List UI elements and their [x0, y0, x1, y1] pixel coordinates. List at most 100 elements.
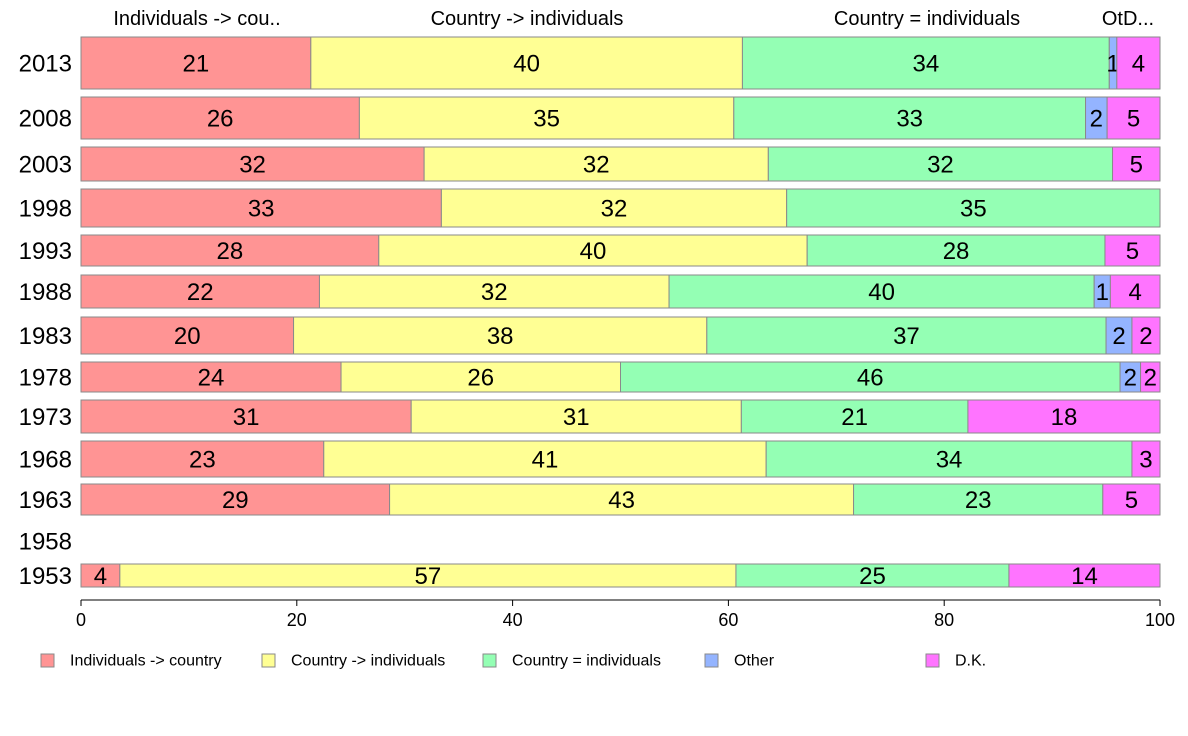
bar-segment: [323, 440, 767, 478]
data-label: 18: [1051, 404, 1078, 431]
legend-label: Other: [734, 653, 775, 670]
data-label: 23: [189, 447, 216, 474]
bar-segment: [80, 36, 312, 90]
bar-segment: [733, 96, 1087, 140]
data-label: 3: [1139, 447, 1152, 474]
bar-segment: [765, 440, 1133, 478]
data-label: 41: [532, 447, 559, 474]
legend-item: D.K.: [925, 653, 986, 670]
data-label: 4: [94, 563, 107, 590]
bar-segment: [620, 361, 1121, 393]
legend-swatch: [40, 653, 55, 668]
data-label: 26: [207, 106, 234, 133]
year-label: 1963: [19, 487, 72, 514]
data-label: 23: [965, 487, 992, 514]
legend-label: Individuals -> country: [70, 653, 222, 670]
data-label: 34: [913, 51, 940, 78]
x-tick-label: 40: [503, 610, 523, 630]
year-label: 2003: [19, 152, 72, 179]
data-label: 21: [183, 51, 210, 78]
data-label: 33: [248, 196, 275, 223]
data-label: 5: [1126, 238, 1139, 265]
year-label: 1958: [19, 529, 72, 556]
x-tick-label: 100: [1145, 610, 1175, 630]
year-label: 2008: [19, 106, 72, 133]
bar-segment: [741, 36, 1110, 90]
data-label: 2: [1144, 365, 1157, 392]
bar-segment: [80, 483, 391, 516]
bar-segment: [389, 483, 855, 516]
legend-swatch: [261, 653, 276, 668]
x-tick-label: 60: [718, 610, 738, 630]
bar-segment: [378, 234, 808, 267]
bar-segment: [440, 188, 788, 228]
bar-segment: [1140, 361, 1161, 393]
bar-segment: [1102, 483, 1161, 516]
data-label: 35: [960, 196, 987, 223]
bar-segment: [80, 188, 442, 228]
bar-segment: [1131, 440, 1161, 478]
x-tick-label: 0: [76, 610, 86, 630]
data-label: 31: [233, 404, 260, 431]
data-label: 14: [1071, 563, 1098, 590]
data-label: 24: [198, 365, 225, 392]
bar-segment: [853, 483, 1104, 516]
x-tick-label: 20: [287, 610, 307, 630]
legend-item: Other: [704, 653, 775, 670]
data-label: 2: [1124, 365, 1137, 392]
column-header: Individuals -> cou..: [113, 8, 280, 30]
legend-swatch: [482, 653, 497, 668]
bar-segment: [668, 274, 1095, 309]
bar-segment: [1131, 316, 1161, 355]
bar-segment: [80, 440, 325, 478]
legend-label: D.K.: [955, 653, 986, 670]
data-label: 20: [174, 323, 201, 350]
data-label: 4: [1129, 279, 1142, 306]
bar-segment: [767, 146, 1114, 182]
year-label: 1978: [19, 365, 72, 392]
data-label: 32: [601, 196, 628, 223]
data-label: 34: [936, 447, 963, 474]
data-label: 5: [1125, 487, 1138, 514]
data-label: 2: [1090, 106, 1103, 133]
data-label: 32: [481, 279, 508, 306]
bar-segment: [293, 316, 708, 355]
bar-segment: [740, 399, 969, 434]
year-label: 1973: [19, 404, 72, 431]
data-label: 28: [217, 238, 244, 265]
data-label: 21: [841, 404, 868, 431]
bar-segment: [706, 316, 1107, 355]
bar-segment: [1105, 316, 1133, 355]
data-label: 22: [187, 279, 214, 306]
data-label: 37: [893, 323, 920, 350]
year-label: 2013: [19, 51, 72, 78]
legend-label: Country = individuals: [512, 653, 661, 670]
bar-segment: [1109, 274, 1161, 309]
bar-segment: [80, 146, 425, 182]
data-label: 43: [608, 487, 635, 514]
bar-segment: [786, 188, 1161, 228]
data-label: 4: [1132, 51, 1145, 78]
data-label: 38: [487, 323, 514, 350]
data-label: 40: [513, 51, 540, 78]
data-label: 35: [533, 106, 560, 133]
legend-swatch: [925, 653, 940, 668]
data-label: 40: [868, 279, 895, 306]
year-label: 1968: [19, 447, 72, 474]
bar-segment: [80, 316, 295, 355]
year-label: 1983: [19, 323, 72, 350]
data-label: 31: [563, 404, 590, 431]
bar-segment: [1106, 96, 1161, 140]
data-label: 57: [415, 563, 442, 590]
legend-swatch: [704, 653, 719, 668]
data-label: 33: [896, 106, 923, 133]
column-header: OtD...: [1102, 8, 1154, 30]
data-label: 26: [467, 365, 494, 392]
legend-item: Country -> individuals: [261, 653, 445, 670]
bar-segment: [80, 399, 412, 434]
year-label: 1953: [19, 563, 72, 590]
bar-segment: [80, 361, 342, 393]
x-tick-label: 80: [934, 610, 954, 630]
bar-segment: [310, 36, 743, 90]
column-header: Country = individuals: [834, 8, 1020, 30]
